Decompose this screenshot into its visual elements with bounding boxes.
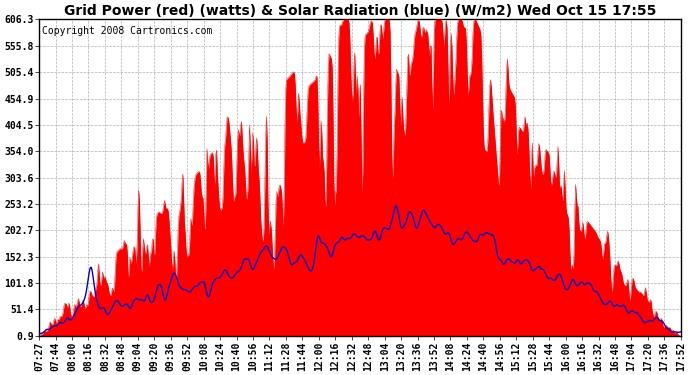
Title: Grid Power (red) (watts) & Solar Radiation (blue) (W/m2) Wed Oct 15 17:55: Grid Power (red) (watts) & Solar Radiati…: [63, 4, 656, 18]
Text: Copyright 2008 Cartronics.com: Copyright 2008 Cartronics.com: [42, 26, 213, 36]
